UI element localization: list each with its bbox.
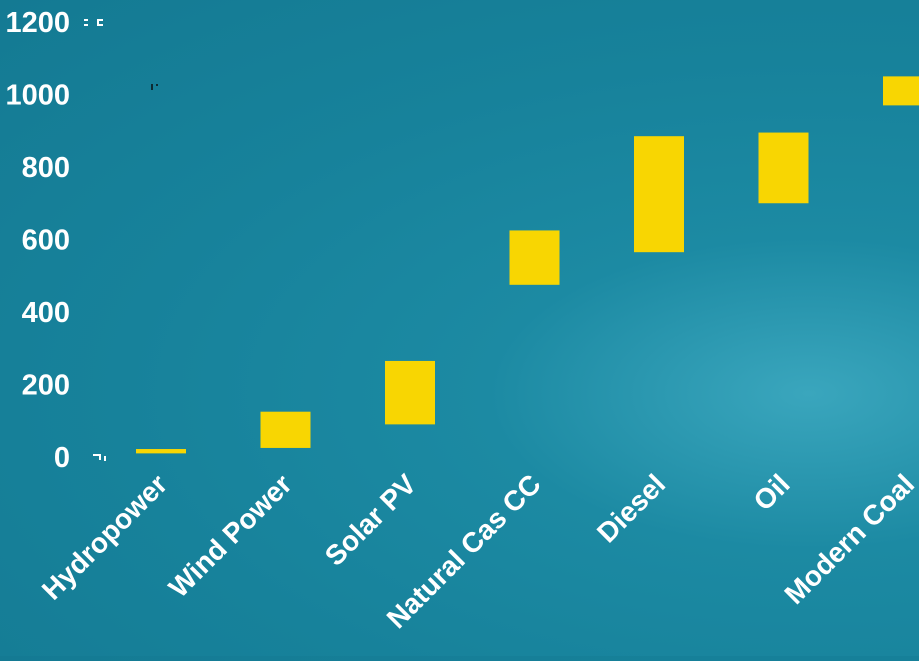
bars [136, 76, 919, 454]
x-category-label: Oil [747, 468, 795, 516]
y-tick-label: 0 [54, 442, 70, 474]
range-bar [260, 411, 311, 448]
axis-fragment-marks [84, 19, 158, 461]
y-axis: 0 200 400 600 800 1000 1200 [5, 7, 70, 474]
x-category-label: Modern Coal [778, 468, 919, 610]
x-category-label: Solar PV [319, 468, 423, 572]
range-bar [509, 230, 560, 285]
range-bar [634, 136, 684, 253]
y-tick-label: 800 [22, 152, 70, 184]
range-bar [883, 76, 919, 106]
range-bar [136, 449, 186, 454]
range-bar [758, 132, 809, 204]
y-tick-label: 400 [22, 297, 70, 329]
x-category-label: Hydropower [36, 468, 174, 606]
range-bar [385, 360, 435, 425]
x-category-label: Diesel [591, 468, 671, 548]
y-tick-label: 600 [22, 225, 70, 257]
y-tick-label: 1000 [5, 80, 70, 112]
y-tick-label: 200 [22, 370, 70, 402]
x-category-label: Wind Power [163, 468, 298, 603]
y-tick-label: 1200 [5, 7, 70, 39]
